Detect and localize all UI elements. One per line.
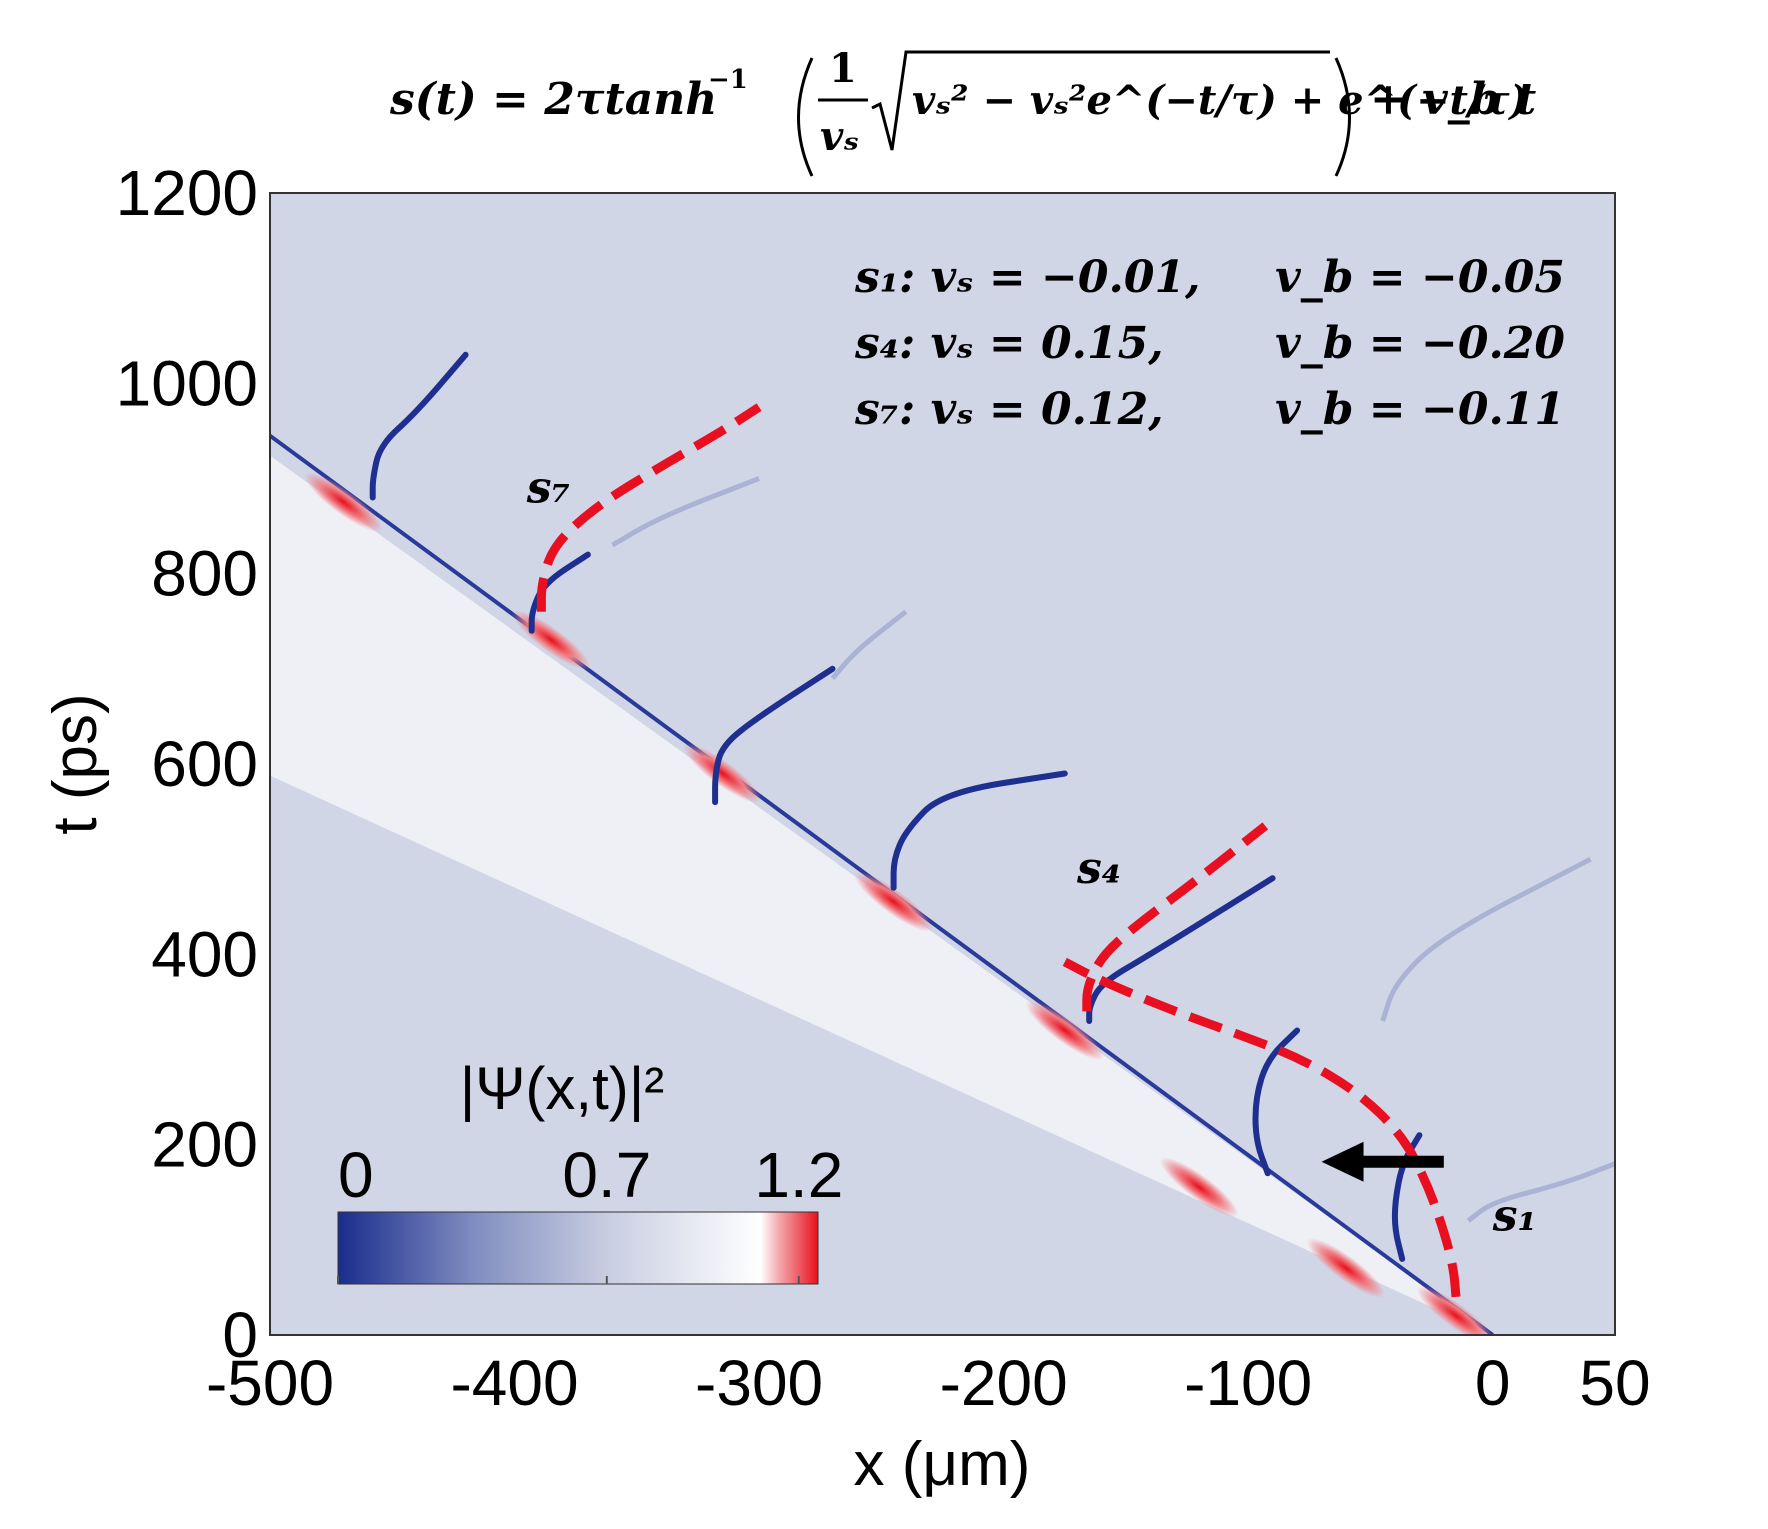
y-tick-label: 600 [151, 728, 258, 800]
fit-curve-2 [1082, 822, 1269, 1012]
colorbar-tick-label: 1.2 [754, 1139, 843, 1211]
faint-soliton-2 [1466, 1161, 1615, 1223]
y-axis-label: t (ps) [41, 693, 110, 834]
fit-curve-1 [1062, 957, 1461, 1298]
y-tick-label: 200 [151, 1109, 258, 1181]
y-tick-label: 400 [151, 918, 258, 990]
faint-soliton-4 [830, 609, 908, 681]
formula-rhs: + v_b t [1370, 74, 1536, 125]
param-vs-text: s₇: vₛ = 0.12, [854, 384, 1164, 435]
red-peak-4 [1025, 1000, 1105, 1061]
faint-soliton-1 [1380, 856, 1592, 1022]
param-vs-text: s₁: vₛ = −0.01, [854, 252, 1200, 303]
x-axis-label: x (μm) [854, 1430, 1031, 1499]
formula-lhs: s(t) = 2τtanh [389, 74, 717, 125]
formula-radicand: vₛ² − vₛ²e^(−t/τ) + e^(−t/τ) [912, 77, 1528, 124]
red-peak-6 [683, 743, 762, 804]
dark-soliton-7 [369, 351, 469, 501]
colorbar-tick-label: 0.7 [562, 1139, 651, 1211]
faint-soliton-layer [611, 476, 1615, 1223]
dark-soliton-5 [712, 665, 836, 806]
param-vb-text: v_b = −0.05 [1275, 252, 1565, 303]
x-tick-label: -500 [206, 1347, 334, 1419]
curve-labels: s₇ s₄ s₁ [526, 462, 1537, 1241]
x-tick-labels: -500 -400 -300 -200 -100 0 50 [206, 1347, 1651, 1419]
red-peak-1 [1416, 1285, 1496, 1335]
formula-frac-denominator: vₛ [820, 113, 859, 160]
colorbar: |Ψ(x,t)|² 0 0.7 1.2 [337, 1055, 843, 1285]
y-tick-label: 800 [151, 538, 258, 610]
right-paren [1334, 57, 1351, 177]
x-tick-label: -100 [1184, 1347, 1312, 1419]
plot-frame [269, 192, 1616, 1336]
curve-label-1: s₇ [526, 462, 571, 513]
formula-title: s(t) = 2τtanh −1 1 vₛ vₛ² − vₛ²e^(−t/τ) … [389, 45, 1536, 177]
colorbar-label: |Ψ(x,t)|² [460, 1055, 665, 1122]
left-paren [797, 57, 814, 177]
formula-inverse-exponent: −1 [708, 65, 748, 95]
red-peak-5 [854, 871, 933, 932]
x-tick-label: -300 [695, 1347, 823, 1419]
y-tick-label: 0 [222, 1299, 258, 1371]
colorbar-gradient [337, 1211, 819, 1285]
formula-frac-numerator: 1 [829, 45, 857, 92]
arrow-head [1321, 1141, 1364, 1182]
y-tick-label: 1200 [116, 157, 258, 229]
x-tick-label: -400 [450, 1347, 578, 1419]
direction-arrow [1321, 1141, 1444, 1182]
red-peak-3 [1159, 1157, 1239, 1218]
x-tick-label: 50 [1579, 1347, 1650, 1419]
dark-soliton-4 [890, 770, 1068, 891]
sqrt-sign [871, 50, 1330, 151]
colorbar-ticks: 0 0.7 1.2 [337, 1139, 843, 1284]
x-tick-label: 0 [1475, 1347, 1511, 1419]
soliton-parameters: s₁: vₛ = −0.01, v_b = −0.05 s₄: vₛ = 0.15,… [854, 252, 1565, 435]
x-tick-label: -200 [940, 1347, 1068, 1419]
param-vb-text: v_b = −0.20 [1275, 318, 1565, 369]
curve-label-3: s₁ [1492, 1190, 1537, 1241]
red-peak-8 [304, 471, 383, 533]
y-tick-label: 1000 [116, 347, 258, 419]
param-vs-text: s₄: vₛ = 0.15, [854, 318, 1164, 369]
fit-curve-3 [536, 403, 762, 612]
dark-soliton-2 [1252, 1027, 1301, 1177]
colorbar-tick-label: 0 [338, 1139, 374, 1211]
curve-label-2: s₄ [1076, 843, 1121, 894]
faint-soliton-3 [611, 476, 761, 548]
red-peak-2 [1306, 1238, 1386, 1299]
y-tick-labels: 0 200 400 600 800 1000 1200 [116, 157, 258, 1371]
param-vb-text: v_b = −0.11 [1275, 384, 1565, 435]
red-fit-layer [536, 403, 1461, 1298]
